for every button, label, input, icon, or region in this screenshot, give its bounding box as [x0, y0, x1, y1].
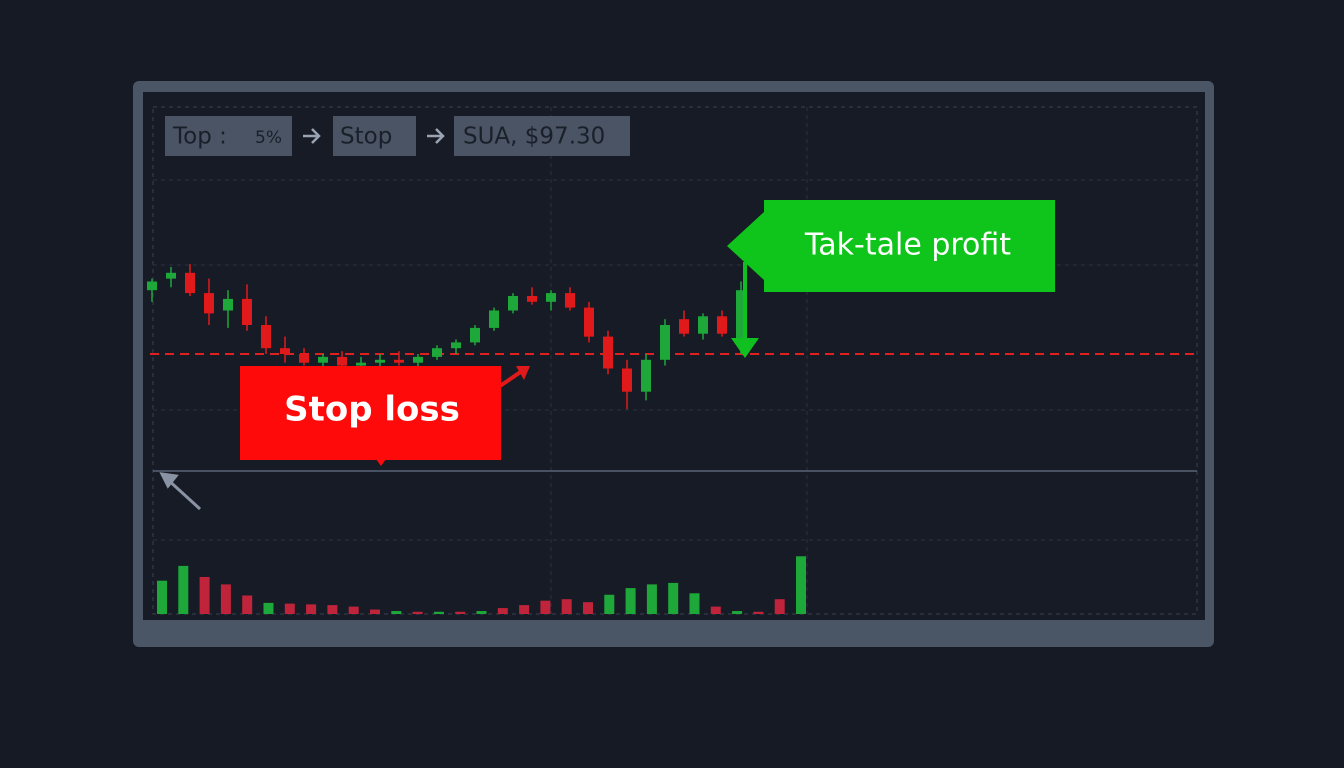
volume-bar — [199, 577, 210, 614]
candle-body — [660, 325, 670, 360]
volume-bar — [284, 603, 295, 614]
candle-body — [242, 298, 252, 325]
candle-body — [394, 359, 404, 363]
callout-arrow — [731, 338, 759, 358]
volume-bar — [370, 609, 380, 614]
candle-body — [356, 362, 366, 366]
candle-body — [204, 293, 214, 314]
callout-notch — [376, 459, 386, 466]
stop-loss-callout: Stop loss — [240, 366, 530, 466]
volume-bar — [412, 611, 423, 614]
arrow-icon — [427, 128, 445, 144]
candle-body — [641, 359, 651, 392]
volume-bar — [476, 611, 487, 614]
candle-body — [546, 293, 556, 302]
candle-body — [717, 316, 727, 334]
volume-bar — [646, 584, 657, 614]
candle-body — [166, 272, 176, 279]
candle-body — [698, 316, 708, 334]
take-profit-callout: Tak-tale profit — [727, 200, 1055, 358]
candle-body — [185, 272, 195, 294]
candle-body — [527, 296, 537, 302]
candle-body — [280, 348, 290, 354]
volume-bar — [604, 594, 615, 614]
take-profit-label: Tak-tale profit — [804, 228, 1011, 263]
candle-body — [337, 356, 347, 366]
candle-body — [299, 354, 309, 363]
candle-body — [432, 348, 442, 357]
volume-bar — [732, 611, 743, 614]
candle-body — [375, 359, 385, 363]
volume-bar — [220, 584, 231, 614]
volume-bar — [263, 602, 274, 614]
toolbar-box[interactable] — [333, 116, 416, 156]
volume-bar — [433, 611, 444, 614]
cursor-icon — [159, 472, 202, 511]
volume-bar — [497, 608, 508, 614]
candle-body — [451, 342, 461, 349]
arrow-icon — [303, 128, 321, 144]
stop-loss-label-box — [240, 366, 501, 460]
toolbar-label: SUA, $97.30 — [463, 124, 605, 150]
candle-body — [508, 296, 518, 311]
toolbar: Top : 5% Stop SUA, $97.30 — [165, 116, 630, 156]
volume-bar — [178, 565, 189, 614]
volume-bar — [519, 605, 530, 614]
volume-bar — [540, 600, 551, 614]
volume-bar — [327, 605, 338, 614]
candle-body — [147, 281, 157, 291]
candle-body — [565, 293, 575, 308]
volume-bar — [774, 599, 785, 614]
toolbar-label: Stop — [340, 124, 392, 150]
volume-bar — [796, 556, 806, 614]
candle-body — [679, 319, 689, 334]
toolbar-box[interactable] — [165, 116, 292, 156]
candle-body — [318, 356, 328, 363]
volume-bar — [625, 588, 636, 614]
volume-bar — [391, 611, 402, 614]
stop-loss-label: Stop loss — [284, 390, 460, 430]
volume-bar — [710, 606, 721, 614]
volume-bar — [583, 602, 593, 614]
toolbar-box[interactable] — [454, 116, 630, 156]
candle-body — [470, 327, 480, 343]
candle-body — [603, 336, 613, 369]
callout-arrow — [516, 366, 530, 380]
callout-arrow — [498, 369, 524, 388]
grid — [153, 107, 1197, 614]
volume-bar — [561, 599, 572, 614]
volume-bar — [242, 595, 253, 614]
candle-body — [489, 310, 499, 328]
candle-body — [736, 290, 746, 343]
candle-body — [261, 325, 271, 349]
candle-body — [622, 368, 632, 392]
volume-bar — [689, 593, 700, 614]
volume-bar — [753, 611, 764, 614]
candle-body — [584, 307, 594, 337]
volume-bar — [306, 604, 317, 614]
volume-bar — [348, 606, 359, 614]
take-profit-label-box — [727, 200, 1055, 292]
toolbar-label: Top : — [172, 124, 227, 150]
candle-body — [413, 356, 423, 363]
volume-bar — [157, 580, 167, 614]
volume-bar — [668, 582, 679, 614]
candle-body — [223, 298, 233, 311]
toolbar-label: 5% — [255, 128, 282, 148]
volume-bar — [455, 611, 466, 614]
